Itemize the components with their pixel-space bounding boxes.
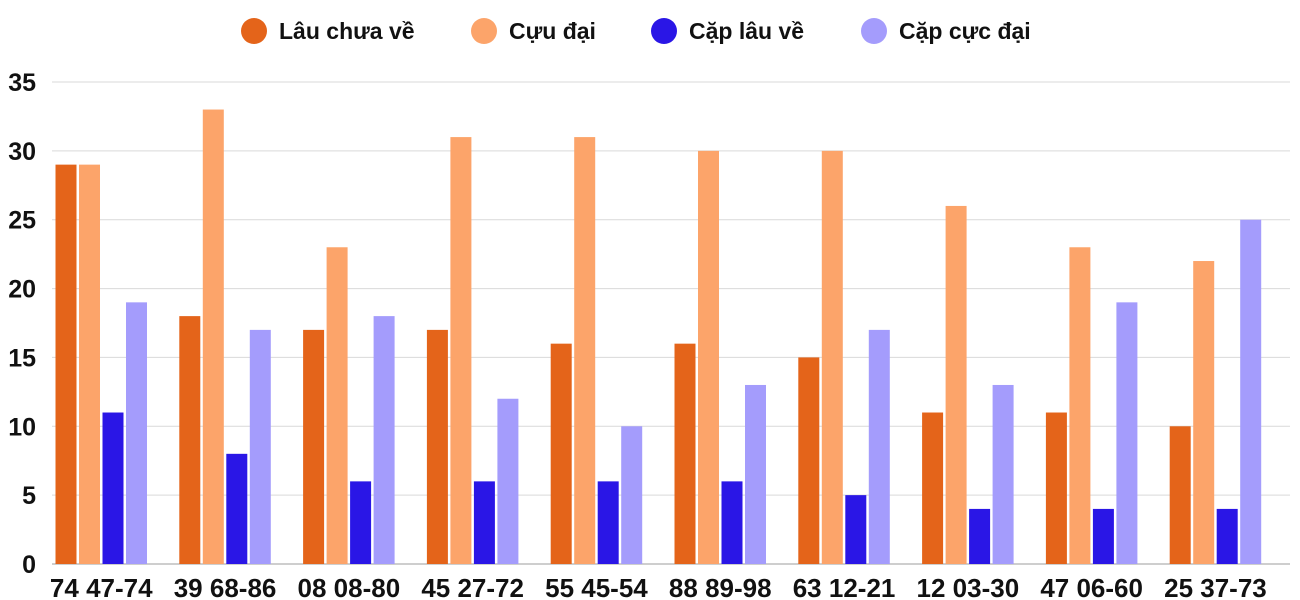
x-tick-label: 39 68-86 <box>174 573 277 600</box>
bar <box>945 205 967 564</box>
legend-label: Cặp cực đại <box>899 18 1031 44</box>
bar-group <box>303 247 395 564</box>
bar <box>1169 426 1191 564</box>
bar <box>868 329 890 564</box>
x-tick-label: 47 06-60 <box>1040 573 1143 600</box>
bar <box>226 453 248 564</box>
bar <box>698 150 719 564</box>
bar-group <box>55 164 147 564</box>
bar <box>574 137 596 565</box>
bar <box>426 329 448 564</box>
chart-legend: Lâu chưa về Cựu đại Cặp lâu về Cặp cực đại <box>241 18 1031 44</box>
bar <box>102 412 124 564</box>
bar <box>249 329 271 564</box>
bar <box>202 109 224 565</box>
y-axis: 0 5 10 15 20 25 30 35 <box>8 69 36 579</box>
bar <box>745 384 766 564</box>
bar <box>1045 412 1067 564</box>
x-tick-label: 55 45-54 <box>545 573 648 600</box>
y-tick-label: 20 <box>8 276 36 304</box>
legend-swatch <box>861 18 887 44</box>
bar <box>550 343 572 564</box>
legend-label: Cặp lâu về <box>689 18 804 44</box>
bar <box>373 316 395 564</box>
bar <box>845 495 867 564</box>
legend-label: Cựu đại <box>509 18 596 44</box>
x-tick-label: 25 37-73 <box>1164 573 1267 600</box>
x-tick-label: 88 89-98 <box>669 573 772 600</box>
bar <box>1092 508 1114 564</box>
x-tick-label: 08 08-80 <box>298 573 401 600</box>
bar <box>1193 261 1215 564</box>
bar-group <box>1045 247 1138 564</box>
x-tick-label: 74 47-74 <box>50 573 153 600</box>
y-tick-label: 5 <box>22 482 36 510</box>
bar <box>303 329 325 564</box>
y-tick-label: 0 <box>22 551 36 579</box>
bar <box>1069 247 1091 564</box>
bar <box>621 426 643 564</box>
bar <box>1216 508 1238 564</box>
bar <box>798 357 820 564</box>
bar-group <box>550 137 643 565</box>
legend-item: Cựu đại <box>471 18 596 44</box>
x-tick-label: 45 27-72 <box>421 573 524 600</box>
x-tick-label: 12 03-30 <box>917 573 1020 600</box>
legend-swatch <box>241 18 267 44</box>
bar <box>1240 219 1262 564</box>
bar <box>179 316 201 564</box>
bar <box>969 508 991 564</box>
bar <box>721 481 743 564</box>
bar <box>497 398 519 564</box>
y-tick-label: 10 <box>8 413 36 441</box>
bar <box>674 343 696 564</box>
x-axis: 74 47-74 39 68-86 08 08-80 45 27-72 55 45-54… <box>50 573 1267 600</box>
legend-swatch <box>651 18 677 44</box>
bar <box>326 247 348 564</box>
bar <box>79 164 100 564</box>
x-tick-label: 63 12-21 <box>793 573 896 600</box>
y-tick-label: 15 <box>8 344 36 372</box>
bar-group <box>922 205 1014 564</box>
bar <box>350 481 372 564</box>
bar <box>597 481 619 564</box>
legend-item: Cặp lâu về <box>651 18 804 44</box>
bar <box>1116 302 1138 564</box>
legend-swatch <box>471 18 497 44</box>
legend-label: Lâu chưa về <box>279 18 415 44</box>
y-tick-label: 25 <box>8 207 36 235</box>
chart-bars <box>55 109 1262 565</box>
bar <box>126 302 147 564</box>
bar <box>992 384 1014 564</box>
bar-group <box>798 150 890 564</box>
bar <box>450 137 472 565</box>
legend-item: Lâu chưa về <box>241 18 415 44</box>
y-tick-label: 35 <box>8 69 36 97</box>
bar-group <box>1169 219 1262 564</box>
bar <box>922 412 944 564</box>
bar <box>473 481 495 564</box>
bar-group <box>426 137 519 565</box>
y-tick-label: 30 <box>8 138 36 166</box>
bar <box>55 164 77 564</box>
bar-group <box>179 109 271 565</box>
bar-group <box>674 150 766 564</box>
bar <box>821 150 843 564</box>
legend-item: Cặp cực đại <box>861 18 1031 44</box>
